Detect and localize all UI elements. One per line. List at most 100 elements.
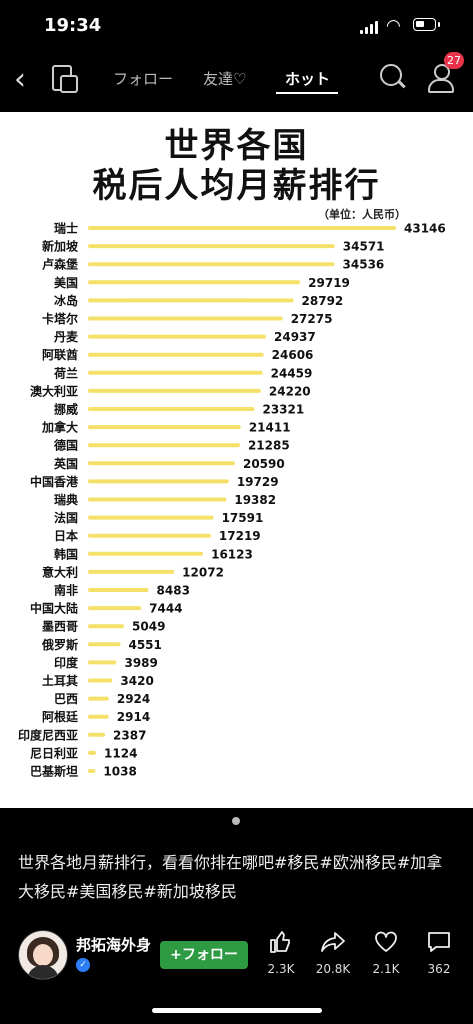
category-label: 瑞士 (54, 221, 78, 236)
heart-icon (361, 930, 411, 960)
back-icon[interactable]: ‹ (14, 62, 26, 97)
wifi-icon: ◠ (386, 16, 401, 36)
value-label: 4551 (128, 638, 161, 652)
category-label: 土耳其 (42, 673, 78, 688)
chart-title-line1: 世界各国 (164, 126, 309, 166)
category-label: 卢森堡 (42, 257, 78, 272)
notification-badge: 27 (444, 52, 464, 69)
search-icon[interactable] (380, 64, 402, 86)
tab-friends[interactable]: 友達♡ (203, 70, 247, 88)
like-button[interactable]: 2.3K (256, 930, 306, 976)
salary-bar (88, 569, 175, 574)
salary-bar (88, 660, 117, 665)
like-count: 2.3K (267, 962, 295, 976)
home-indicator (152, 1008, 322, 1013)
avatar[interactable] (18, 930, 68, 980)
value-label: 21411 (249, 421, 291, 435)
category-label: 日本 (54, 528, 78, 543)
profile-icon[interactable] (428, 64, 454, 94)
category-label: 巴西 (54, 692, 78, 706)
category-label: 加拿大 (41, 420, 78, 435)
salary-bar (88, 624, 125, 629)
category-label: 丹麦 (54, 329, 79, 344)
verified-icon: ✓ (76, 958, 90, 972)
tab-hot[interactable]: ホット (285, 70, 331, 88)
status-time: 19:34 (44, 15, 102, 36)
salary-bar (88, 407, 255, 411)
share-count: 20.8K (315, 962, 351, 976)
value-label: 21285 (248, 439, 290, 453)
salary-bar (88, 678, 113, 683)
value-label: 34536 (343, 258, 385, 272)
value-label: 2924 (117, 692, 150, 706)
salary-bar (88, 461, 235, 466)
salary-bar (88, 533, 211, 538)
value-label: 1038 (103, 765, 136, 779)
category-label: 印度尼西亚 (18, 727, 78, 742)
category-label: 巴基斯坦 (30, 764, 78, 779)
battery-icon (413, 18, 440, 31)
value-label: 34571 (343, 240, 385, 254)
comment-button[interactable]: 362 (414, 930, 464, 976)
favorite-button[interactable]: 2.1K (361, 930, 411, 976)
category-label: 中国香港 (30, 474, 79, 489)
chart-title-line2: 税后人均月薪排行 (92, 166, 381, 206)
salary-bar (88, 732, 106, 737)
salary-bar (88, 551, 204, 556)
salary-bar (88, 714, 109, 719)
salary-bar (88, 479, 229, 484)
active-tab-indicator (276, 92, 338, 94)
value-label: 20590 (243, 457, 285, 471)
category-label: 冰岛 (54, 293, 78, 308)
thumbs-up-icon (256, 930, 306, 960)
category-label: 美国 (54, 275, 78, 290)
post-image[interactable]: 世界各国 税后人均月薪排行 （单位：人民币） 瑞士 43146 新加坡 34571 卢森… (0, 112, 473, 808)
value-label: 23321 (262, 403, 304, 417)
category-label: 澳大利亚 (30, 383, 78, 398)
category-label: 阿联酋 (42, 347, 78, 362)
salary-bar (88, 696, 109, 701)
salary-bar (88, 425, 241, 430)
value-label: 19382 (234, 493, 276, 507)
salary-bar (88, 298, 294, 303)
category-label: 印度 (54, 655, 79, 670)
post-caption[interactable]: 世界各地月薪排行，看看你排在哪吧#移民#欧洲移民#加拿大移民#美国移民#新加坡移… (18, 853, 443, 901)
category-label: 法国 (54, 510, 78, 525)
share-button[interactable]: 20.8K (308, 930, 358, 976)
category-label: 新加坡 (42, 239, 79, 254)
value-label: 24220 (269, 384, 311, 398)
salary-bar (88, 642, 121, 647)
salary-bar (88, 226, 396, 230)
salary-bar (88, 352, 264, 357)
value-label: 8483 (157, 584, 190, 598)
chart-unit: （单位：人民币） (318, 208, 406, 221)
category-label: 韩国 (54, 546, 78, 561)
follow-button[interactable]: +フォロー (160, 941, 248, 969)
category-label: 阿根廷 (42, 709, 79, 724)
salary-bar (88, 280, 301, 285)
category-label: 南非 (54, 583, 78, 598)
top-nav: ‹ フォロー 友達♡ ホット 27 (0, 50, 473, 110)
signal-icon (360, 20, 380, 34)
salary-bar-chart: 瑞士 43146 新加坡 34571 卢森堡 34536 美国 29719 冰岛 28792 卡塔尔… (18, 221, 446, 779)
category-label: 俄罗斯 (41, 637, 78, 652)
value-label: 19729 (237, 475, 279, 489)
tab-follow[interactable]: フォロー (113, 70, 174, 88)
value-label: 24459 (271, 366, 313, 380)
picture-in-picture-icon[interactable] (52, 65, 78, 93)
salary-bar (88, 497, 227, 502)
category-label: 意大利 (42, 564, 78, 579)
category-label: 英国 (54, 456, 78, 471)
category-label: 中国大陆 (30, 601, 78, 616)
value-label: 16123 (211, 547, 253, 561)
share-arrow-icon (308, 930, 358, 960)
value-label: 3420 (120, 674, 153, 688)
salary-bar (88, 316, 283, 321)
value-label: 1124 (104, 746, 137, 760)
category-label: 瑞典 (54, 492, 78, 507)
category-label: 尼日利亚 (30, 745, 78, 760)
username[interactable]: 邦拓海外身 (76, 936, 152, 954)
category-label: 卡塔尔 (42, 311, 78, 326)
salary-bar (88, 262, 335, 267)
comment-icon (414, 930, 464, 960)
